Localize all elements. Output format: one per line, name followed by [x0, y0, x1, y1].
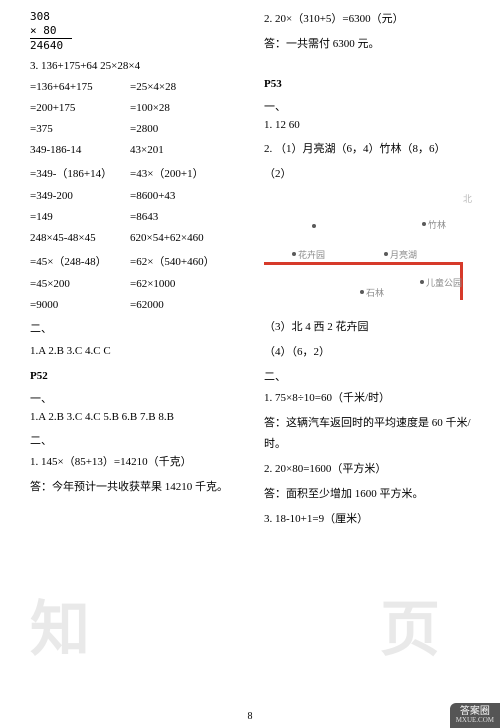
cell: 349-186-14 — [30, 144, 130, 156]
map-lbl-1: 竹林 — [428, 218, 446, 231]
watermark-right: 页 — [380, 581, 440, 668]
cell: =8600+43 — [130, 190, 246, 202]
cell: =349-（186+14） — [30, 165, 130, 181]
cell: =149 — [30, 211, 130, 223]
cell: =2800 — [130, 123, 246, 135]
vmult-n2: × 80 — [30, 24, 72, 39]
p53-s1: 一、 — [264, 98, 480, 114]
q3-row-3: 349-186-14 43×201 — [30, 144, 246, 156]
p53-s2-2: 2. 20×80=1600（平方米） — [264, 460, 480, 476]
cell: =8643 — [130, 211, 246, 223]
q3-row-6: =149=8643 — [30, 211, 246, 223]
badge-sub: MXUE.COM — [456, 717, 494, 725]
q3-row-10: =9000=62000 — [30, 299, 246, 311]
map-dot-0 — [312, 224, 316, 228]
page-number: 8 — [0, 711, 500, 722]
p52-s1-ans: 1.A 2.B 3.C 4.C 5.B 6.B 7.B 8.B — [30, 411, 246, 423]
p52-label: P52 — [30, 370, 246, 382]
q3-row-2: =375=2800 — [30, 123, 246, 135]
q3-row-4: =349-（186+14）=43×（200+1） — [30, 165, 246, 181]
p52-s2-1: 1. 145×（85+13）=14210（千克） — [30, 453, 246, 469]
map-lbl-5: 儿童公园 — [426, 276, 462, 289]
p53-s2-1: 1. 75×8÷10=60（千米/时） — [264, 389, 480, 405]
vmult-n1: 308 — [30, 10, 246, 24]
r1a: 答：一共需付 6300 元。 — [264, 35, 480, 51]
source-badge: 答案圈 MXUE.COM — [450, 703, 500, 728]
p53-s2-3: 3. 18-10+1=9（厘米） — [264, 510, 480, 526]
map-dot-5 — [420, 280, 424, 284]
map-dot-3 — [384, 252, 388, 256]
map-dot-1 — [422, 222, 426, 226]
map-dot-2 — [292, 252, 296, 256]
q3-row-9: =45×200=62×1000 — [30, 278, 246, 290]
sec2-ans: 1.A 2.B 3.C 4.C C — [30, 345, 246, 357]
page-body: 308 × 80 24640 3. 136+175+64 25×28×4 =13… — [0, 0, 500, 535]
cell: =100×28 — [130, 102, 246, 114]
p52-s2-1a: 答：今年预计一共收获苹果 14210 千克。 — [30, 478, 246, 494]
sec2-label: 二、 — [30, 320, 246, 336]
cell: =62000 — [130, 299, 246, 311]
cell: =375 — [30, 123, 130, 135]
cell: =136+64+175 — [30, 81, 130, 93]
p53-s2-1a: 答：这辆汽车返回时的平均速度是 60 千米/ — [264, 414, 480, 430]
r1: 2. 20×（310+5）=6300（元） — [264, 10, 480, 26]
cell: 620×54+62×460 — [130, 232, 246, 244]
left-column: 308 × 80 24640 3. 136+175+64 25×28×4 =13… — [30, 10, 246, 535]
q3-row-0: =136+64+175=25×4×28 — [30, 81, 246, 93]
cell: =43×（200+1） — [130, 165, 246, 181]
cell: =25×4×28 — [130, 81, 246, 93]
map-lbl-4: 石林 — [366, 286, 384, 299]
p53-s2: 二、 — [264, 368, 480, 384]
cell: =45×200 — [30, 278, 130, 290]
cell: =62×（540+460） — [130, 253, 246, 269]
p53-s1-2: 2. （1）月亮湖（6，4）竹林（8，6） — [264, 140, 480, 156]
q3-head: 3. 136+175+64 25×28×4 — [30, 60, 246, 72]
p53-s1-3: （3）北 4 西 2 花卉园 — [264, 318, 480, 334]
map-lbl-3: 月亮湖 — [390, 248, 417, 261]
p53-s2-1b: 时。 — [264, 435, 480, 451]
p52-s2: 二、 — [30, 432, 246, 448]
p53-s1-4: （4）（6，2） — [264, 343, 480, 359]
q3-row-5: =349-200=8600+43 — [30, 190, 246, 202]
p53-s1-2b: （2） — [264, 165, 480, 181]
cell: =349-200 — [30, 190, 130, 202]
right-column: 2. 20×（310+5）=6300（元） 答：一共需付 6300 元。 P53… — [264, 10, 480, 535]
watermark-left: 知 — [30, 581, 90, 668]
p53-s1-1: 1. 12 60 — [264, 119, 480, 131]
cell: =9000 — [30, 299, 130, 311]
map-dot-4 — [360, 290, 364, 294]
cell: 43×201 — [130, 144, 246, 156]
cell: =62×1000 — [130, 278, 246, 290]
p53-s2-2a: 答：面积至少增加 1600 平方米。 — [264, 485, 480, 501]
q3-row-1: =200+175=100×28 — [30, 102, 246, 114]
cell: =200+175 — [30, 102, 130, 114]
p52-s1: 一、 — [30, 390, 246, 406]
p53-label: P53 — [264, 78, 480, 90]
cell: =45×（248-48） — [30, 253, 130, 269]
map-diagram: 北 竹林 花卉园 月亮湖 石林 儿童公园 — [264, 192, 474, 312]
north-label: 北 — [463, 192, 472, 205]
vertical-mult: 308 × 80 24640 — [30, 10, 246, 52]
q3-row-7: 248×45-48×45 620×54+62×460 — [30, 232, 246, 244]
cell: 248×45-48×45 — [30, 232, 130, 244]
vmult-ans: 24640 — [30, 39, 246, 53]
q3-row-8: =45×（248-48）=62×（540+460） — [30, 253, 246, 269]
map-lbl-2: 花卉园 — [298, 248, 325, 261]
red-seg-0 — [264, 262, 462, 265]
